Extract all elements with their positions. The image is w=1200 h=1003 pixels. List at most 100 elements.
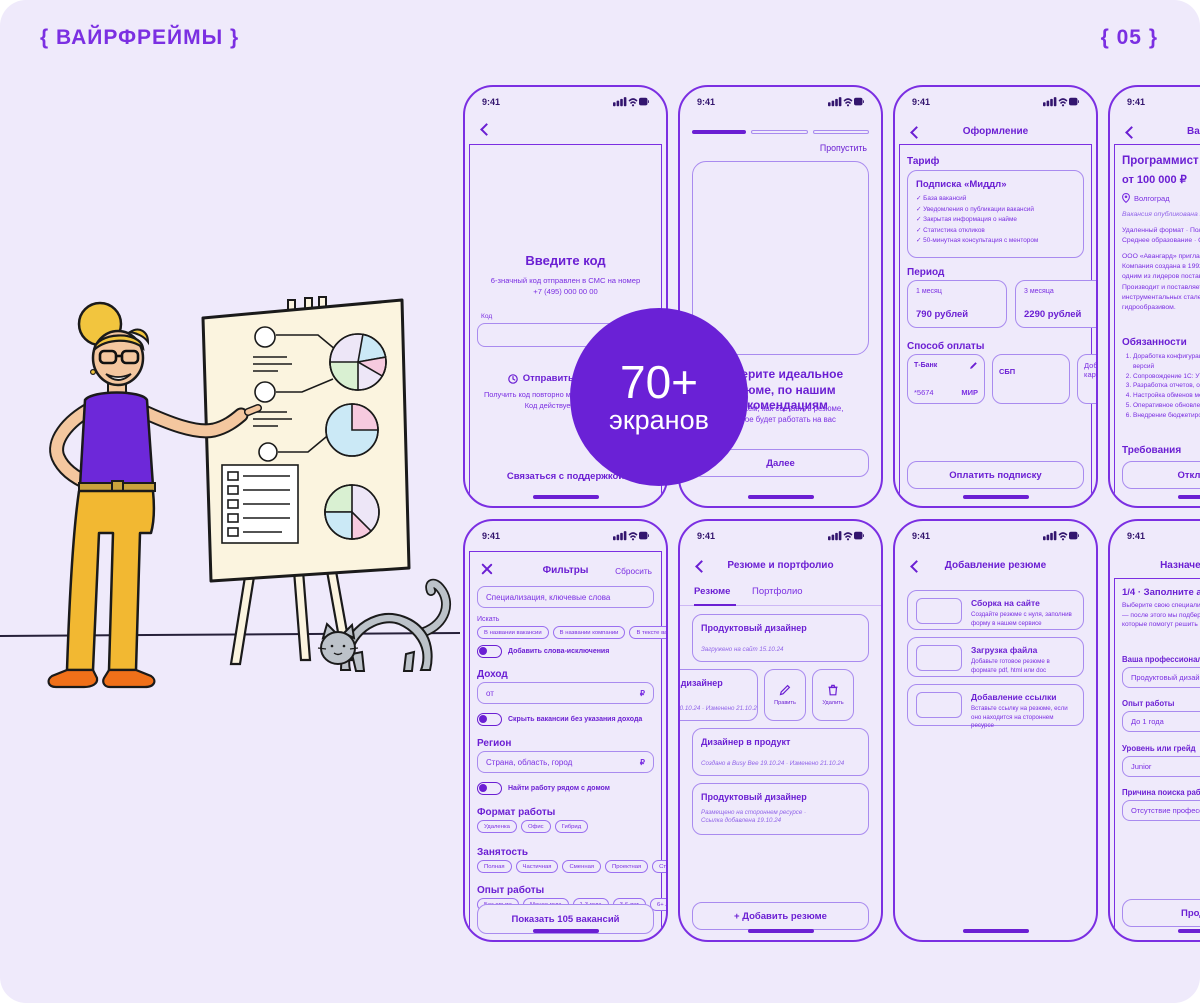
option-card-link[interactable]: Добавление ссылки Вставьте ссылку на рез…: [907, 684, 1084, 729]
edit-icon[interactable]: [969, 361, 978, 370]
status-time: 9:41: [697, 96, 716, 107]
chip[interactable]: В тексте вакансии: [629, 626, 666, 639]
progress-step: [812, 130, 869, 134]
screen-title: Введите код: [525, 253, 606, 268]
phone-checkout: 9:41 Оформление Тариф Подписка «Миддл» Б…: [893, 85, 1098, 508]
screen-title: Вакансия: [1187, 126, 1200, 137]
currency-symbol: ₽: [639, 757, 645, 767]
signal-icon: [613, 531, 627, 541]
tab-resume[interactable]: Резюме: [694, 586, 731, 597]
resume-card-3[interactable]: Дизайнер в продукт Создано в Busy Bee 19…: [692, 728, 869, 776]
toggle[interactable]: [477, 645, 502, 658]
payment-card-bank[interactable]: Т-Банк *5674 МИР: [907, 354, 985, 404]
resume-card-2[interactable]: Продуктовый дизайнер Создано в Busy Bee …: [680, 669, 758, 721]
home-indicator: [532, 495, 599, 499]
tank-top: [78, 391, 155, 488]
field-label: Ваша профессиональная область: [1122, 655, 1200, 664]
grade-input[interactable]: Junior: [1122, 756, 1200, 777]
chip[interactable]: Гибрид: [554, 820, 589, 833]
progress-step-active: [692, 130, 747, 134]
battery-icon: [854, 97, 864, 106]
pie-chart-3: [324, 484, 380, 540]
income-label: Доход: [477, 669, 508, 680]
duties-label: Обязанности: [1122, 337, 1187, 348]
onboarding-subtitle: Расскажем, как составить резюме, которое…: [717, 404, 844, 425]
option-card-upload[interactable]: Загрузка файла Добавьте готовое резюме в…: [907, 637, 1084, 677]
tabs-divider: [680, 605, 881, 606]
chip[interactable]: Удаленка: [477, 820, 517, 833]
active-tab-underline: [694, 604, 736, 606]
onboarding-progress: [692, 130, 869, 134]
period-option-2[interactable]: 3 месяца 2290 рублей: [1015, 280, 1096, 328]
chip[interactable]: Офис: [520, 820, 551, 833]
payment-card-add[interactable]: Добавить карту: [1077, 354, 1096, 404]
illustration-placeholder: [692, 161, 869, 355]
status-icons: [613, 97, 649, 107]
chip[interactable]: Частичная: [515, 860, 559, 873]
tariff-label: Тариф: [907, 156, 940, 167]
onboarding-title: Соберите идеальное резюме, по нашим реко…: [717, 367, 844, 413]
signal-icon: [613, 97, 627, 107]
payment-options: Т-Банк *5674 МИР СБП Добавить карту: [907, 354, 1096, 404]
phone-resume-portfolio: 9:41 Резюме и портфолио Резюме Портфолио…: [678, 519, 883, 942]
option-placeholder: [916, 645, 962, 671]
pencil-icon: [779, 684, 791, 696]
period-option-1[interactable]: 1 месяц 790 рублей: [907, 280, 1007, 328]
resume-card-swiped-row: Продуктовый дизайнер Создано в Busy Bee …: [680, 669, 869, 721]
pay-button[interactable]: Оплатить подписку: [907, 461, 1084, 489]
edit-resume-button[interactable]: Править: [764, 669, 806, 721]
face: [91, 329, 145, 387]
experience-input[interactable]: До 1 года: [1122, 711, 1200, 732]
continue-button[interactable]: Продолжить: [1122, 899, 1200, 927]
status-icons: [828, 97, 864, 107]
toggle[interactable]: [477, 782, 502, 795]
signal-icon: [828, 531, 842, 541]
reset-link[interactable]: Сбросить: [615, 566, 652, 576]
signal-icon: [1043, 97, 1057, 107]
region-input[interactable]: Страна, область, город ₽: [477, 751, 654, 773]
chip[interactable]: Проектная: [605, 860, 649, 873]
skip-link[interactable]: Пропустить: [819, 143, 867, 153]
search-input[interactable]: Специализация, ключевые слова: [477, 586, 654, 608]
tab-portfolio[interactable]: Портфолио: [752, 586, 803, 597]
profession-input[interactable]: Продуктовый дизайн: [1122, 667, 1200, 688]
toggle[interactable]: [477, 713, 502, 726]
chip[interactable]: 6+ лет: [649, 898, 666, 911]
reason-input[interactable]: Отсутствие профессионального роста: [1122, 800, 1200, 821]
phone-filters: 9:41 Фильтры Сбросить Специализация, клю…: [463, 519, 668, 942]
plan-features: База вакансий Уведомления о публикации в…: [916, 194, 1075, 247]
glasses: [98, 349, 140, 365]
chip[interactable]: В названии компании: [552, 626, 626, 639]
chip[interactable]: Полная: [477, 860, 512, 873]
resume-card-4[interactable]: Продуктовый дизайнер Размещено на сторон…: [692, 783, 869, 835]
near-home-toggle-row: Найти работу рядом с домом: [477, 782, 654, 795]
chip[interactable]: Сменная: [562, 860, 602, 873]
add-resume-button[interactable]: + Добавить резюме: [692, 902, 869, 930]
period-label: Период: [907, 267, 945, 278]
income-input[interactable]: от ₽: [477, 682, 654, 704]
status-time: 9:41: [912, 530, 931, 541]
home-indicator: [747, 929, 814, 933]
delete-resume-button[interactable]: Удалить: [812, 669, 854, 721]
option-card-site[interactable]: Сборка на сайте Создайте резюме с нуля, …: [907, 590, 1084, 630]
chip[interactable]: Стажировка: [652, 860, 666, 873]
plan-card[interactable]: Подписка «Миддл» База вакансий Уведомлен…: [907, 170, 1084, 258]
payment-card-sbp[interactable]: СБП: [992, 354, 1070, 404]
phone-survey: 9:41 Назначение встречи 1/4 · Заполните …: [1108, 519, 1200, 942]
chip[interactable]: В названии вакансии: [477, 626, 549, 639]
option-placeholder: [916, 692, 962, 718]
location-row: Волгоград: [1122, 193, 1200, 203]
support-link[interactable]: Связаться с поддержкой: [506, 471, 625, 482]
home-indicator: [747, 495, 814, 499]
badge-label: экранов: [609, 404, 709, 435]
apply-button[interactable]: Откликнуться: [1122, 461, 1200, 489]
home-indicator: [1177, 929, 1200, 933]
pie-chart-1: [329, 333, 387, 391]
resume-card-1[interactable]: Продуктовый дизайнер Загружено на сайт 1…: [692, 614, 869, 662]
salary: от 100 000 ₽: [1122, 174, 1187, 186]
page-number: { 05 }: [1100, 26, 1158, 49]
back-icon[interactable]: [480, 123, 493, 136]
employment-chips: Полная Частичная Сменная Проектная Стажи…: [477, 860, 666, 873]
plan-title: Подписка «Миддл»: [916, 179, 1007, 190]
status-time: 9:41: [1127, 96, 1146, 107]
